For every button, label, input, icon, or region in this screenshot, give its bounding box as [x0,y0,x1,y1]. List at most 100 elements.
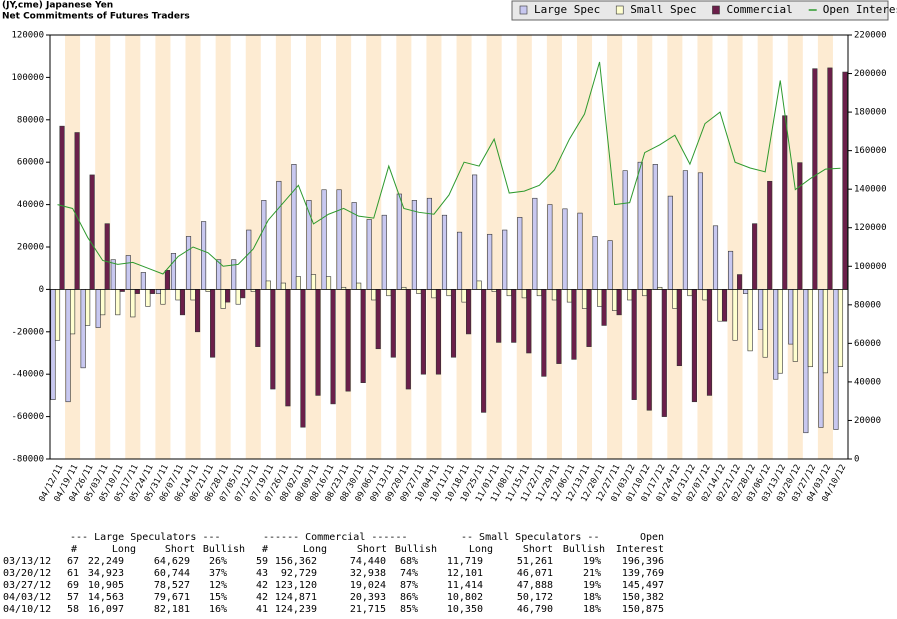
table-cell: 14,563 [88,592,124,603]
bar [646,289,652,411]
bar [466,289,472,335]
bar [149,289,155,294]
table-header: Long [303,544,327,555]
bar [205,289,211,292]
bar [612,289,618,311]
table-header: Long [469,544,493,555]
bar [426,197,432,290]
stripe [456,35,472,459]
bar [631,289,637,400]
table-cell: 11,719 [447,556,483,567]
legend-label: Small Spec [630,3,696,16]
bar [261,200,267,290]
bar [405,289,411,390]
table-cell: 43 [256,568,268,579]
bar [601,289,607,326]
table-cell: 145,497 [622,580,664,591]
bar [130,289,136,318]
table-cell: 12,101 [447,568,483,579]
bar [276,180,282,290]
table-cell: 10,905 [88,580,124,591]
table-header: Long [112,544,136,555]
table-cell: 42 [256,580,268,591]
y-tick-label: -80000 [11,455,44,465]
stripe [366,35,382,459]
bar [201,221,207,290]
bar [697,172,704,290]
bar [295,276,301,290]
table-cell: 22,249 [88,556,124,567]
bar [682,170,688,290]
table-date: 04/10/12 [3,604,51,615]
bar [401,286,407,290]
bar [622,170,628,290]
bar [521,289,527,299]
bar [777,289,783,374]
bar [827,67,833,290]
bar [54,289,61,341]
bar [341,286,347,290]
table-cell: 10,802 [447,592,483,603]
bar [842,71,848,290]
stripe [95,35,111,459]
bar [833,289,839,430]
bar [496,289,502,343]
bar [491,289,497,292]
bar [577,212,583,290]
table-cell: 37% [209,568,227,579]
table-cell: 156,362 [275,556,317,567]
table-cell: 51,261 [517,556,553,567]
legend-label: Open Interest [823,3,897,16]
y-tick-label: -60000 [11,412,44,422]
y-tick-label: 40000 [17,200,44,210]
bar [325,276,332,290]
table-cell: 60,744 [154,568,190,579]
bar [119,289,125,292]
bar [461,289,467,303]
table-cell: 57 [67,592,79,603]
bar [185,236,192,290]
table-cell: 124,871 [275,592,317,603]
bar [797,162,803,290]
table-cell: 18% [583,592,601,603]
legend-label: Large Spec [534,3,600,16]
legend-box [511,0,889,21]
bar [95,289,101,328]
bar [667,195,673,290]
y-tick-label: 80000 [17,115,44,125]
bar [773,289,779,380]
bar [85,289,91,326]
bar [155,289,161,294]
bar [712,225,719,290]
bar [231,259,237,290]
bar [807,289,813,368]
table-cell: 18% [583,604,601,615]
stripe [215,35,231,459]
bar [416,289,422,294]
table-date: 04/03/12 [3,592,51,603]
table-date: 03/13/12 [3,556,51,567]
bar [446,289,452,297]
legend-swatch [712,5,720,15]
bar [321,189,327,290]
bar [285,289,291,407]
table-group-header: ------ Commercial ------ [263,532,408,543]
bar [672,289,678,309]
table-header: Short [523,544,553,555]
bar [581,289,588,309]
table-header: Short [357,544,387,555]
bar [536,289,542,297]
y2-tick-label: 160000 [854,146,887,156]
table-cell: 41 [256,604,268,615]
bar [551,289,557,301]
table-cell: 11,414 [447,580,483,591]
table-cell: 196,396 [622,556,664,567]
table-cell: 20,393 [350,592,386,603]
bar [456,231,463,290]
bar [532,197,538,290]
bar [792,289,798,362]
stripe [727,35,743,459]
table-cell: 46,071 [517,568,553,579]
y2-tick-label: 200000 [854,69,887,79]
